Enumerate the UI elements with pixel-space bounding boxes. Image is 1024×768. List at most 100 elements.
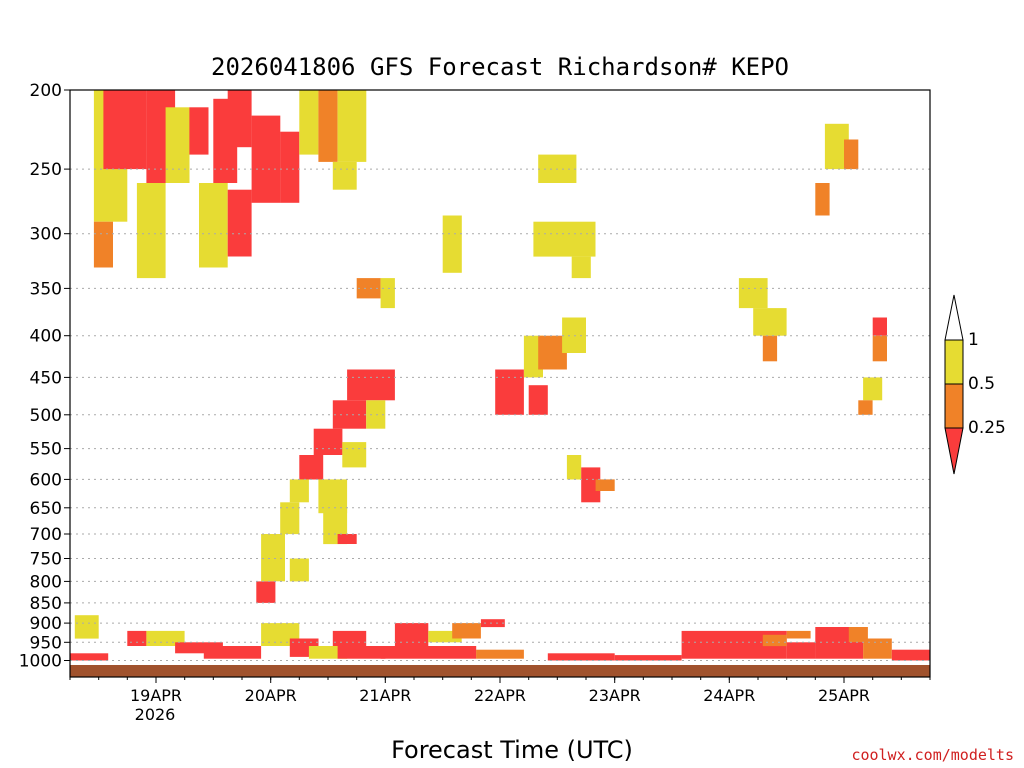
- ri-cell-52: [566, 455, 582, 480]
- ri-cell-54: [595, 479, 615, 491]
- x-tick-label-6: 25APR: [818, 686, 870, 705]
- ri-cell-57: [127, 630, 147, 646]
- y-tick-label-950: 950: [30, 633, 62, 653]
- colorbar-bin-orange: [944, 383, 964, 429]
- ri-cell-36: [313, 428, 343, 455]
- ri-cell-75: [762, 634, 787, 647]
- y-tick-label-600: 600: [30, 470, 62, 490]
- ri-cell-1: [93, 221, 113, 268]
- ground-layer: [70, 663, 930, 677]
- y-tick-label-400: 400: [30, 327, 62, 347]
- ri-cell-69: [480, 619, 505, 628]
- ri-cell-22: [380, 278, 395, 309]
- y-tick-label-550: 550: [30, 440, 62, 460]
- colorbar-bin-yellow: [944, 339, 964, 385]
- ri-cell-31: [863, 377, 883, 401]
- ri-cell-42: [261, 534, 285, 582]
- ri-cell-12: [280, 131, 300, 203]
- y-tick-label-750: 750: [30, 550, 62, 570]
- ri-cell-34: [332, 400, 367, 429]
- ri-cell-81: [891, 649, 930, 661]
- ri-cell-55: [74, 615, 99, 639]
- ri-cell-30: [872, 335, 887, 362]
- ri-cell-63: [308, 646, 348, 659]
- colorbar: 1 0.5 0.25: [944, 294, 1006, 475]
- colorbar-top-triangle: [944, 294, 964, 341]
- colorbar-bottom-triangle: [944, 427, 964, 475]
- x-tick-label-2: 21APR: [359, 686, 411, 705]
- ri-cell-13: [299, 90, 319, 155]
- ri-cell-70: [380, 646, 477, 659]
- cells-layer: [70, 90, 930, 661]
- ri-cell-59: [175, 642, 223, 654]
- ri-cell-50: [528, 385, 548, 415]
- ri-cell-16: [332, 161, 357, 190]
- ri-cell-4: [136, 183, 166, 279]
- colorbar-label-0-25: 0.25: [968, 418, 1006, 438]
- ri-cell-39: [289, 479, 309, 503]
- ri-cell-15: [337, 90, 367, 162]
- colorbar-label-0-5: 0.5: [968, 374, 995, 394]
- ri-cell-44: [289, 558, 309, 582]
- ri-cell-28: [815, 183, 830, 216]
- ri-cell-9: [227, 90, 252, 148]
- x-tick-label-3: 22APR: [474, 686, 526, 705]
- ri-cell-23: [738, 278, 768, 309]
- ri-cell-46: [337, 534, 357, 544]
- ri-cell-35: [366, 400, 386, 429]
- ri-cell-80: [863, 638, 892, 659]
- y-tick-label-650: 650: [30, 499, 62, 519]
- y-tick-label-200: 200: [30, 81, 62, 101]
- y-tick-label-300: 300: [30, 225, 62, 245]
- ri-cell-8: [199, 183, 228, 268]
- x-tick-label-4: 23APR: [589, 686, 641, 705]
- ri-cell-6: [189, 107, 209, 155]
- credit-link[interactable]: coolwx.com/modelts: [851, 746, 1014, 764]
- y-tick-label-250: 250: [30, 160, 62, 180]
- ri-cell-73: [614, 655, 682, 661]
- ri-cell-25: [762, 335, 778, 362]
- ri-cell-20: [571, 256, 591, 279]
- y-tick-label-450: 450: [30, 368, 62, 388]
- ri-cell-60: [203, 646, 262, 659]
- ri-cell-53: [581, 467, 601, 503]
- x-tick-label-5: 24APR: [703, 686, 755, 705]
- ri-cell-32: [858, 400, 873, 415]
- ri-cell-19: [533, 221, 596, 257]
- ri-cell-14: [318, 90, 338, 162]
- ri-cell-26: [824, 123, 849, 170]
- ri-cell-56: [70, 653, 109, 661]
- ri-cell-41: [280, 502, 300, 535]
- ri-cell-11: [251, 115, 281, 203]
- ri-cell-67: [428, 630, 462, 643]
- ri-cell-10: [227, 189, 252, 257]
- ri-cell-5: [165, 107, 190, 183]
- y-tick-label-800: 800: [30, 572, 62, 592]
- x-axis: 19APR 20APR 21APR 22APR 23APR 24APR 25APR: [69, 677, 931, 705]
- ri-cell-17: [442, 215, 462, 273]
- y-tick-label-850: 850: [30, 594, 62, 614]
- x-tick-label-0: 19APR: [130, 686, 182, 705]
- y-tick-label-1000: 1000: [19, 652, 62, 672]
- y-tick-label-700: 700: [30, 525, 62, 545]
- y-tick-label-900: 900: [30, 614, 62, 634]
- y-axis: 200 250 300 350 400 450 500 550 600 650 700 7508008…: [19, 81, 70, 672]
- ri-cell-79: [848, 627, 868, 643]
- ri-cell-24: [753, 308, 787, 336]
- ri-cell-64: [332, 630, 367, 646]
- ri-cell-66: [394, 623, 429, 646]
- ri-cell-29: [872, 317, 887, 336]
- ri-cell-27: [844, 139, 859, 170]
- ri-cell-76: [786, 642, 816, 659]
- ri-cell-68: [452, 623, 481, 639]
- ri-cell-43: [256, 581, 276, 603]
- ri-cell-21: [356, 278, 381, 299]
- ri-cell-33: [347, 369, 395, 401]
- ri-cell-71: [476, 649, 524, 659]
- ri-cell-37: [342, 442, 367, 468]
- ri-cell-61: [261, 623, 300, 646]
- ri-cell-38: [299, 455, 324, 480]
- x-year-label: 2026: [135, 705, 176, 724]
- ri-cell-77: [786, 630, 811, 639]
